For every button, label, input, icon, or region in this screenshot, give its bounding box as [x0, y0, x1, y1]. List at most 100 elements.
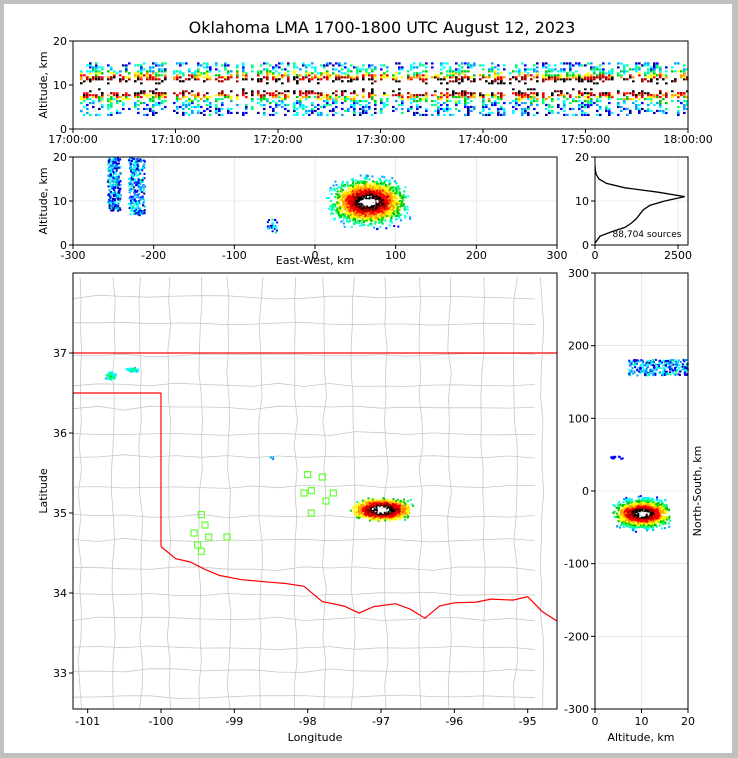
- ew-source-mark: [342, 202, 345, 205]
- time-height-source-mark: [161, 101, 164, 105]
- time-height-source-mark: [305, 74, 308, 77]
- time-height-source-mark: [107, 90, 110, 93]
- time-height-source-mark: [611, 96, 614, 99]
- time-height-source-mark: [659, 82, 662, 85]
- time-height-source-mark: [530, 86, 533, 89]
- time-height-source-mark: [302, 88, 305, 91]
- time-height-source-mark: [524, 88, 527, 91]
- time-height-source-mark: [119, 80, 122, 83]
- time-height-source-mark: [236, 94, 239, 97]
- time-height-source-mark: [302, 92, 305, 95]
- time-height-source-mark: [458, 94, 461, 97]
- time-height-source-mark: [215, 78, 218, 81]
- time-height-source-mark: [605, 109, 608, 113]
- time-height-source-mark: [500, 92, 503, 95]
- time-height-source-mark: [608, 96, 611, 99]
- time-height-source-mark: [209, 113, 212, 117]
- time-height-source-mark: [590, 78, 593, 81]
- time-height-source-mark: [185, 82, 188, 85]
- time-height-source-mark: [368, 88, 371, 91]
- time-height-source-mark: [416, 103, 419, 107]
- time-height-source-mark: [383, 103, 386, 107]
- time-height-source-mark: [491, 66, 494, 69]
- time-height-source-mark: [368, 92, 371, 95]
- time-height-source-mark: [326, 84, 329, 87]
- time-height-source-mark: [236, 66, 239, 69]
- time-height-source-mark: [590, 99, 593, 103]
- ew-source-mark: [384, 185, 387, 188]
- time-height-source-mark: [218, 109, 221, 113]
- time-height-source-mark: [401, 66, 404, 69]
- time-height-source-mark: [638, 92, 641, 95]
- time-height-source-mark: [185, 78, 188, 81]
- ew-source-mark: [395, 192, 398, 195]
- time-height-source-mark: [80, 97, 83, 101]
- time-height-source-mark: [92, 84, 95, 87]
- time-height-source-mark: [245, 84, 248, 87]
- time-height-source-mark: [218, 88, 221, 91]
- time-height-source-mark: [635, 99, 638, 103]
- time-height-source-mark: [371, 96, 374, 99]
- time-height-source-mark: [92, 86, 95, 89]
- ew-source-mark: [353, 207, 356, 210]
- time-height-source-mark: [644, 64, 647, 67]
- ew-source-mark: [387, 194, 390, 197]
- time-height-source-mark: [425, 113, 428, 117]
- time-height-source-mark: [179, 76, 182, 79]
- ew-source-mark: [381, 189, 384, 192]
- time-height-source-mark: [284, 90, 287, 93]
- time-height-source-mark: [203, 66, 206, 69]
- time-height-source-mark: [206, 76, 209, 79]
- time-height-source-mark: [83, 105, 86, 109]
- time-height-source-mark: [227, 76, 230, 79]
- time-height-source-mark: [602, 72, 605, 75]
- time-height-source-mark: [350, 88, 353, 91]
- time-height-source-mark: [350, 99, 353, 103]
- time-height-source-mark: [545, 80, 548, 83]
- time-height-source-mark: [140, 80, 143, 83]
- time-height-source-mark: [98, 96, 101, 99]
- ew-source-mark: [336, 190, 339, 193]
- time-height-source-mark: [176, 76, 179, 79]
- time-height-source-mark: [638, 80, 641, 83]
- time-height-source-mark: [302, 78, 305, 81]
- time-height-source-mark: [422, 92, 425, 95]
- time-height-source-mark: [683, 99, 686, 103]
- time-height-source-mark: [332, 101, 335, 105]
- time-height-source-mark: [608, 107, 611, 111]
- time-height-source-mark: [179, 86, 182, 89]
- time-height-source-mark: [224, 96, 227, 99]
- time-height-source-mark: [278, 74, 281, 77]
- time-height-source-mark: [392, 92, 395, 95]
- time-height-source-mark: [221, 107, 224, 111]
- time-height-source-mark: [134, 105, 137, 109]
- ew-source-mark: [404, 186, 407, 189]
- time-height-source-mark: [608, 74, 611, 77]
- time-height-source-mark: [158, 80, 161, 83]
- time-height-source-mark: [287, 92, 290, 95]
- ew-source-mark: [356, 210, 359, 213]
- time-height-source-mark: [434, 84, 437, 87]
- time-height-source-mark: [386, 82, 389, 85]
- time-height-source-mark: [674, 82, 677, 85]
- time-height-source-mark: [263, 80, 266, 83]
- time-height-source-mark: [164, 92, 167, 95]
- time-height-source-mark: [380, 82, 383, 85]
- time-height-source-mark: [320, 94, 323, 97]
- time-height-source-mark: [557, 84, 560, 87]
- time-height-source-mark: [356, 101, 359, 105]
- time-height-source-mark: [308, 113, 311, 117]
- time-height-source-mark: [602, 78, 605, 81]
- ew-source-mark: [343, 216, 346, 219]
- time-height-source-mark: [563, 80, 566, 83]
- ew-source-mark: [337, 213, 340, 216]
- time-height-source-mark: [197, 109, 200, 113]
- time-height-source-mark: [191, 92, 194, 95]
- time-height-source-mark: [527, 80, 530, 83]
- time-height-source-mark: [452, 88, 455, 91]
- time-height-source-mark: [140, 76, 143, 79]
- ew-source-mark: [356, 209, 359, 212]
- time-height-source-mark: [308, 109, 311, 113]
- ew-source-mark: [397, 185, 400, 188]
- time-height-source-mark: [149, 68, 152, 71]
